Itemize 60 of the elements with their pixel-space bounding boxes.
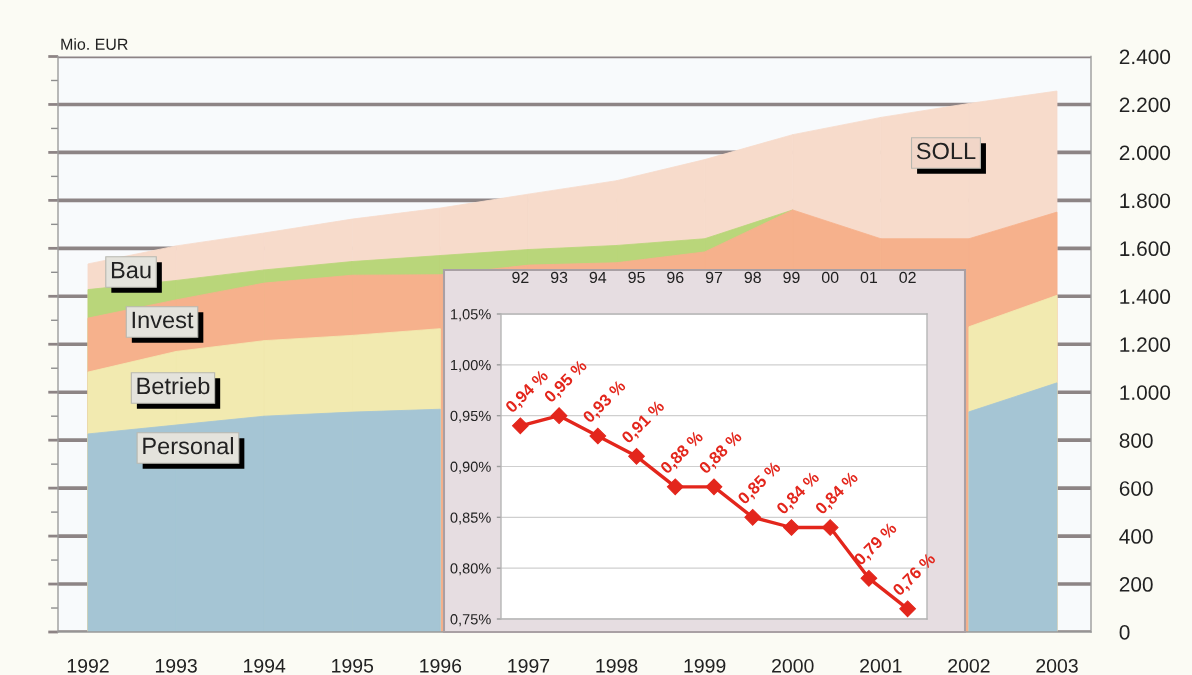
y-tick-label: 1.600 [1120, 241, 1171, 257]
y-tick-label: 0,80% [450, 563, 491, 576]
point [628, 447, 645, 465]
x-tick-label: 94 [589, 271, 607, 284]
x-tick-label: 1994 [244, 658, 286, 673]
point [550, 407, 568, 425]
x-tick-label: 1992 [67, 658, 109, 673]
y-tick-label: 2.400 [1119, 49, 1171, 65]
y-tick-label: 1.000 [1120, 385, 1171, 400]
point [899, 600, 917, 618]
y-tick-label: 1,00% [451, 359, 491, 372]
y-tick-label: 0,95% [450, 410, 491, 423]
x-tick-label: 92 [512, 271, 529, 284]
y-tick-label: 200 [1119, 577, 1153, 592]
series-label: SOLL [916, 142, 976, 160]
x-tick-label: 02 [899, 271, 916, 284]
point [821, 519, 839, 536]
y-tick-label: 1.400 [1120, 289, 1171, 305]
series-label: Betrieb [137, 376, 210, 395]
point [783, 519, 800, 536]
x-tick-label: 2001 [860, 658, 902, 673]
y-tick-label: 2.200 [1119, 97, 1171, 113]
x-tick-label: 2003 [1036, 658, 1078, 673]
x-tick-label: 1997 [508, 658, 550, 673]
point [589, 427, 607, 445]
x-tick-label: 98 [744, 271, 761, 284]
x-tick-label: 1999 [684, 658, 726, 673]
y-tick-label: 600 [1119, 481, 1153, 496]
x-tick-label: 93 [550, 271, 568, 284]
point [666, 478, 684, 496]
x-tick-label: 1996 [420, 658, 462, 673]
x-tick-label: 97 [705, 271, 723, 284]
x-tick-label: 2002 [948, 658, 990, 673]
point [705, 478, 723, 496]
x-tick-label: 1998 [596, 658, 638, 673]
x-tick-label: 01 [860, 271, 878, 284]
y-tick-label: 1,05% [451, 309, 491, 322]
point [511, 417, 529, 435]
y-tick-label: 0,75% [450, 614, 491, 627]
series-label: Invest [132, 311, 194, 329]
x-tick-label: 00 [821, 271, 839, 284]
x-tick-label: 1993 [155, 658, 197, 673]
point [744, 508, 762, 526]
y-tick-label: 800 [1119, 433, 1153, 448]
y-axis-title: Mio. EUR [61, 38, 128, 50]
x-tick-label: 1995 [332, 658, 374, 673]
x-tick-label: 2000 [772, 658, 814, 673]
y-tick-label: 0 [1119, 625, 1130, 640]
x-tick-label: 95 [628, 271, 645, 284]
x-tick-label: 99 [783, 271, 800, 284]
y-tick-label: 400 [1119, 529, 1153, 544]
series-label: Bau [111, 261, 151, 279]
y-tick-label: 2.000 [1119, 145, 1171, 161]
y-tick-label: 0,85% [450, 512, 491, 525]
series-label: Personal [143, 437, 233, 455]
y-tick-label: 1.800 [1120, 193, 1171, 209]
x-tick-label: 96 [667, 271, 684, 284]
y-tick-label: 1.200 [1120, 337, 1171, 352]
point [860, 569, 878, 587]
y-tick-label: 0,90% [450, 461, 491, 474]
